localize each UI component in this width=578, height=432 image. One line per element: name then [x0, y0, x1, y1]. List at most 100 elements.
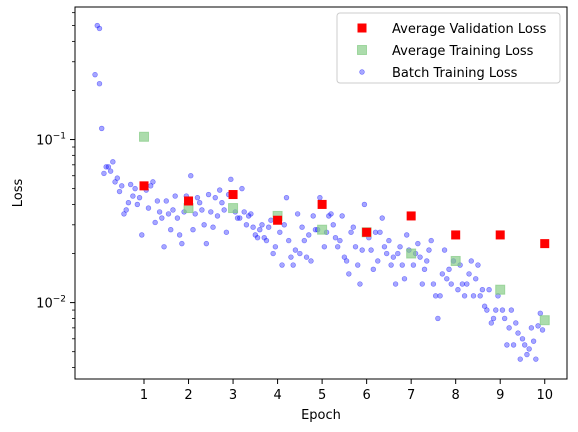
batch-loss-point	[477, 293, 483, 299]
batch-loss-point	[176, 232, 183, 238]
batch-loss-point	[377, 229, 383, 235]
legend-label: Average Validation Loss	[392, 22, 547, 37]
batch-loss-point	[486, 286, 492, 293]
batch-loss-point	[257, 226, 263, 233]
x-tick-label: 1	[140, 388, 148, 403]
batch-loss-point	[156, 209, 163, 215]
batch-loss-point	[386, 237, 392, 244]
batch-loss-point	[488, 320, 495, 326]
batch-loss-point	[194, 194, 201, 201]
series-average-validation-loss	[139, 181, 550, 249]
batch-loss-point	[290, 262, 296, 268]
batch-loss-point	[188, 173, 194, 179]
batch-loss-point	[317, 194, 323, 201]
batch-loss-point	[501, 315, 508, 322]
batch-loss-point	[212, 194, 218, 201]
batch-loss-point	[210, 224, 216, 230]
batch-loss-point	[243, 222, 250, 228]
avg-training-loss-point	[317, 224, 328, 235]
batch-loss-point	[123, 207, 129, 213]
batch-loss-point	[461, 293, 468, 299]
batch-loss-point	[334, 244, 341, 250]
batch-loss-point	[270, 250, 276, 257]
batch-loss-point	[154, 198, 161, 204]
batch-loss-point	[179, 240, 185, 247]
batch-loss-point	[484, 307, 490, 313]
batch-loss-point	[152, 219, 158, 226]
batch-loss-point	[196, 199, 203, 206]
batch-loss-point	[299, 224, 305, 230]
batch-loss-point	[239, 185, 245, 192]
batch-loss-point	[223, 229, 230, 235]
batch-loss-point	[539, 327, 546, 333]
batch-loss-point	[281, 222, 287, 228]
y-axis-label: Loss	[11, 179, 26, 208]
batch-loss-point	[308, 258, 314, 264]
batch-loss-point	[404, 232, 410, 238]
batch-loss-point	[245, 213, 252, 219]
batch-loss-point	[96, 25, 103, 32]
x-tick-label: 5	[318, 388, 326, 403]
batch-loss-point	[473, 276, 479, 282]
batch-loss-point	[292, 247, 299, 253]
batch-loss-point	[250, 224, 256, 230]
batch-loss-point	[234, 215, 241, 221]
avg-validation-loss-point	[184, 196, 194, 206]
batch-loss-point	[114, 175, 120, 181]
legend-marker-batch	[359, 69, 365, 75]
x-tick-label: 7	[407, 388, 415, 403]
batch-loss-point	[125, 199, 132, 206]
batch-loss-point	[272, 244, 279, 250]
batch-loss-point	[301, 237, 308, 244]
batch-loss-point	[399, 262, 405, 268]
batch-loss-point	[286, 237, 292, 244]
batch-loss-point	[468, 258, 474, 264]
batch-loss-point	[359, 247, 365, 253]
batch-loss-point	[159, 215, 165, 221]
batch-loss-point	[94, 22, 100, 29]
avg-validation-loss-point	[228, 190, 238, 200]
avg-validation-loss-point	[495, 230, 505, 240]
avg-training-loss-point	[228, 203, 239, 214]
batch-loss-point	[168, 226, 174, 233]
y-axis-ticks: 10−2 10−1	[36, 12, 75, 368]
batch-loss-point	[441, 247, 448, 253]
batch-loss-point	[446, 266, 452, 273]
batch-loss-point	[116, 188, 123, 195]
batch-loss-point	[368, 247, 374, 253]
batch-loss-point	[92, 71, 98, 78]
avg-validation-loss-point	[451, 230, 461, 240]
batch-loss-point	[346, 271, 352, 277]
batch-loss-point	[455, 286, 461, 293]
batch-loss-point	[419, 281, 425, 287]
batch-loss-point	[277, 229, 283, 235]
batch-loss-point	[132, 185, 138, 192]
batch-loss-point	[439, 271, 446, 277]
batch-loss-point	[279, 262, 285, 268]
batch-loss-point	[481, 303, 488, 309]
y-tick-label: 10−1	[36, 132, 66, 149]
batch-loss-point	[170, 207, 176, 213]
batch-loss-point	[537, 310, 543, 316]
batch-loss-point	[352, 244, 359, 250]
batch-loss-point	[350, 224, 356, 230]
batch-loss-point	[383, 250, 390, 257]
batch-loss-point	[424, 258, 430, 264]
batch-loss-point	[163, 198, 169, 204]
batch-loss-point	[437, 293, 443, 299]
avg-validation-loss-point	[540, 239, 550, 249]
batch-loss-point	[510, 342, 517, 348]
batch-loss-point	[328, 211, 334, 217]
batch-loss-point	[341, 254, 348, 260]
batch-loss-point	[297, 250, 303, 257]
batch-loss-point	[241, 209, 247, 215]
batch-loss-point	[145, 205, 152, 211]
batch-loss-point	[375, 258, 381, 264]
avg-training-loss-point	[406, 248, 417, 259]
batch-loss-point	[426, 247, 432, 253]
batch-loss-point	[466, 271, 472, 277]
batch-loss-point	[101, 170, 107, 177]
legend: Average Validation Loss Average Training …	[336, 12, 561, 84]
batch-loss-point	[110, 159, 116, 165]
batch-loss-point	[397, 244, 403, 250]
